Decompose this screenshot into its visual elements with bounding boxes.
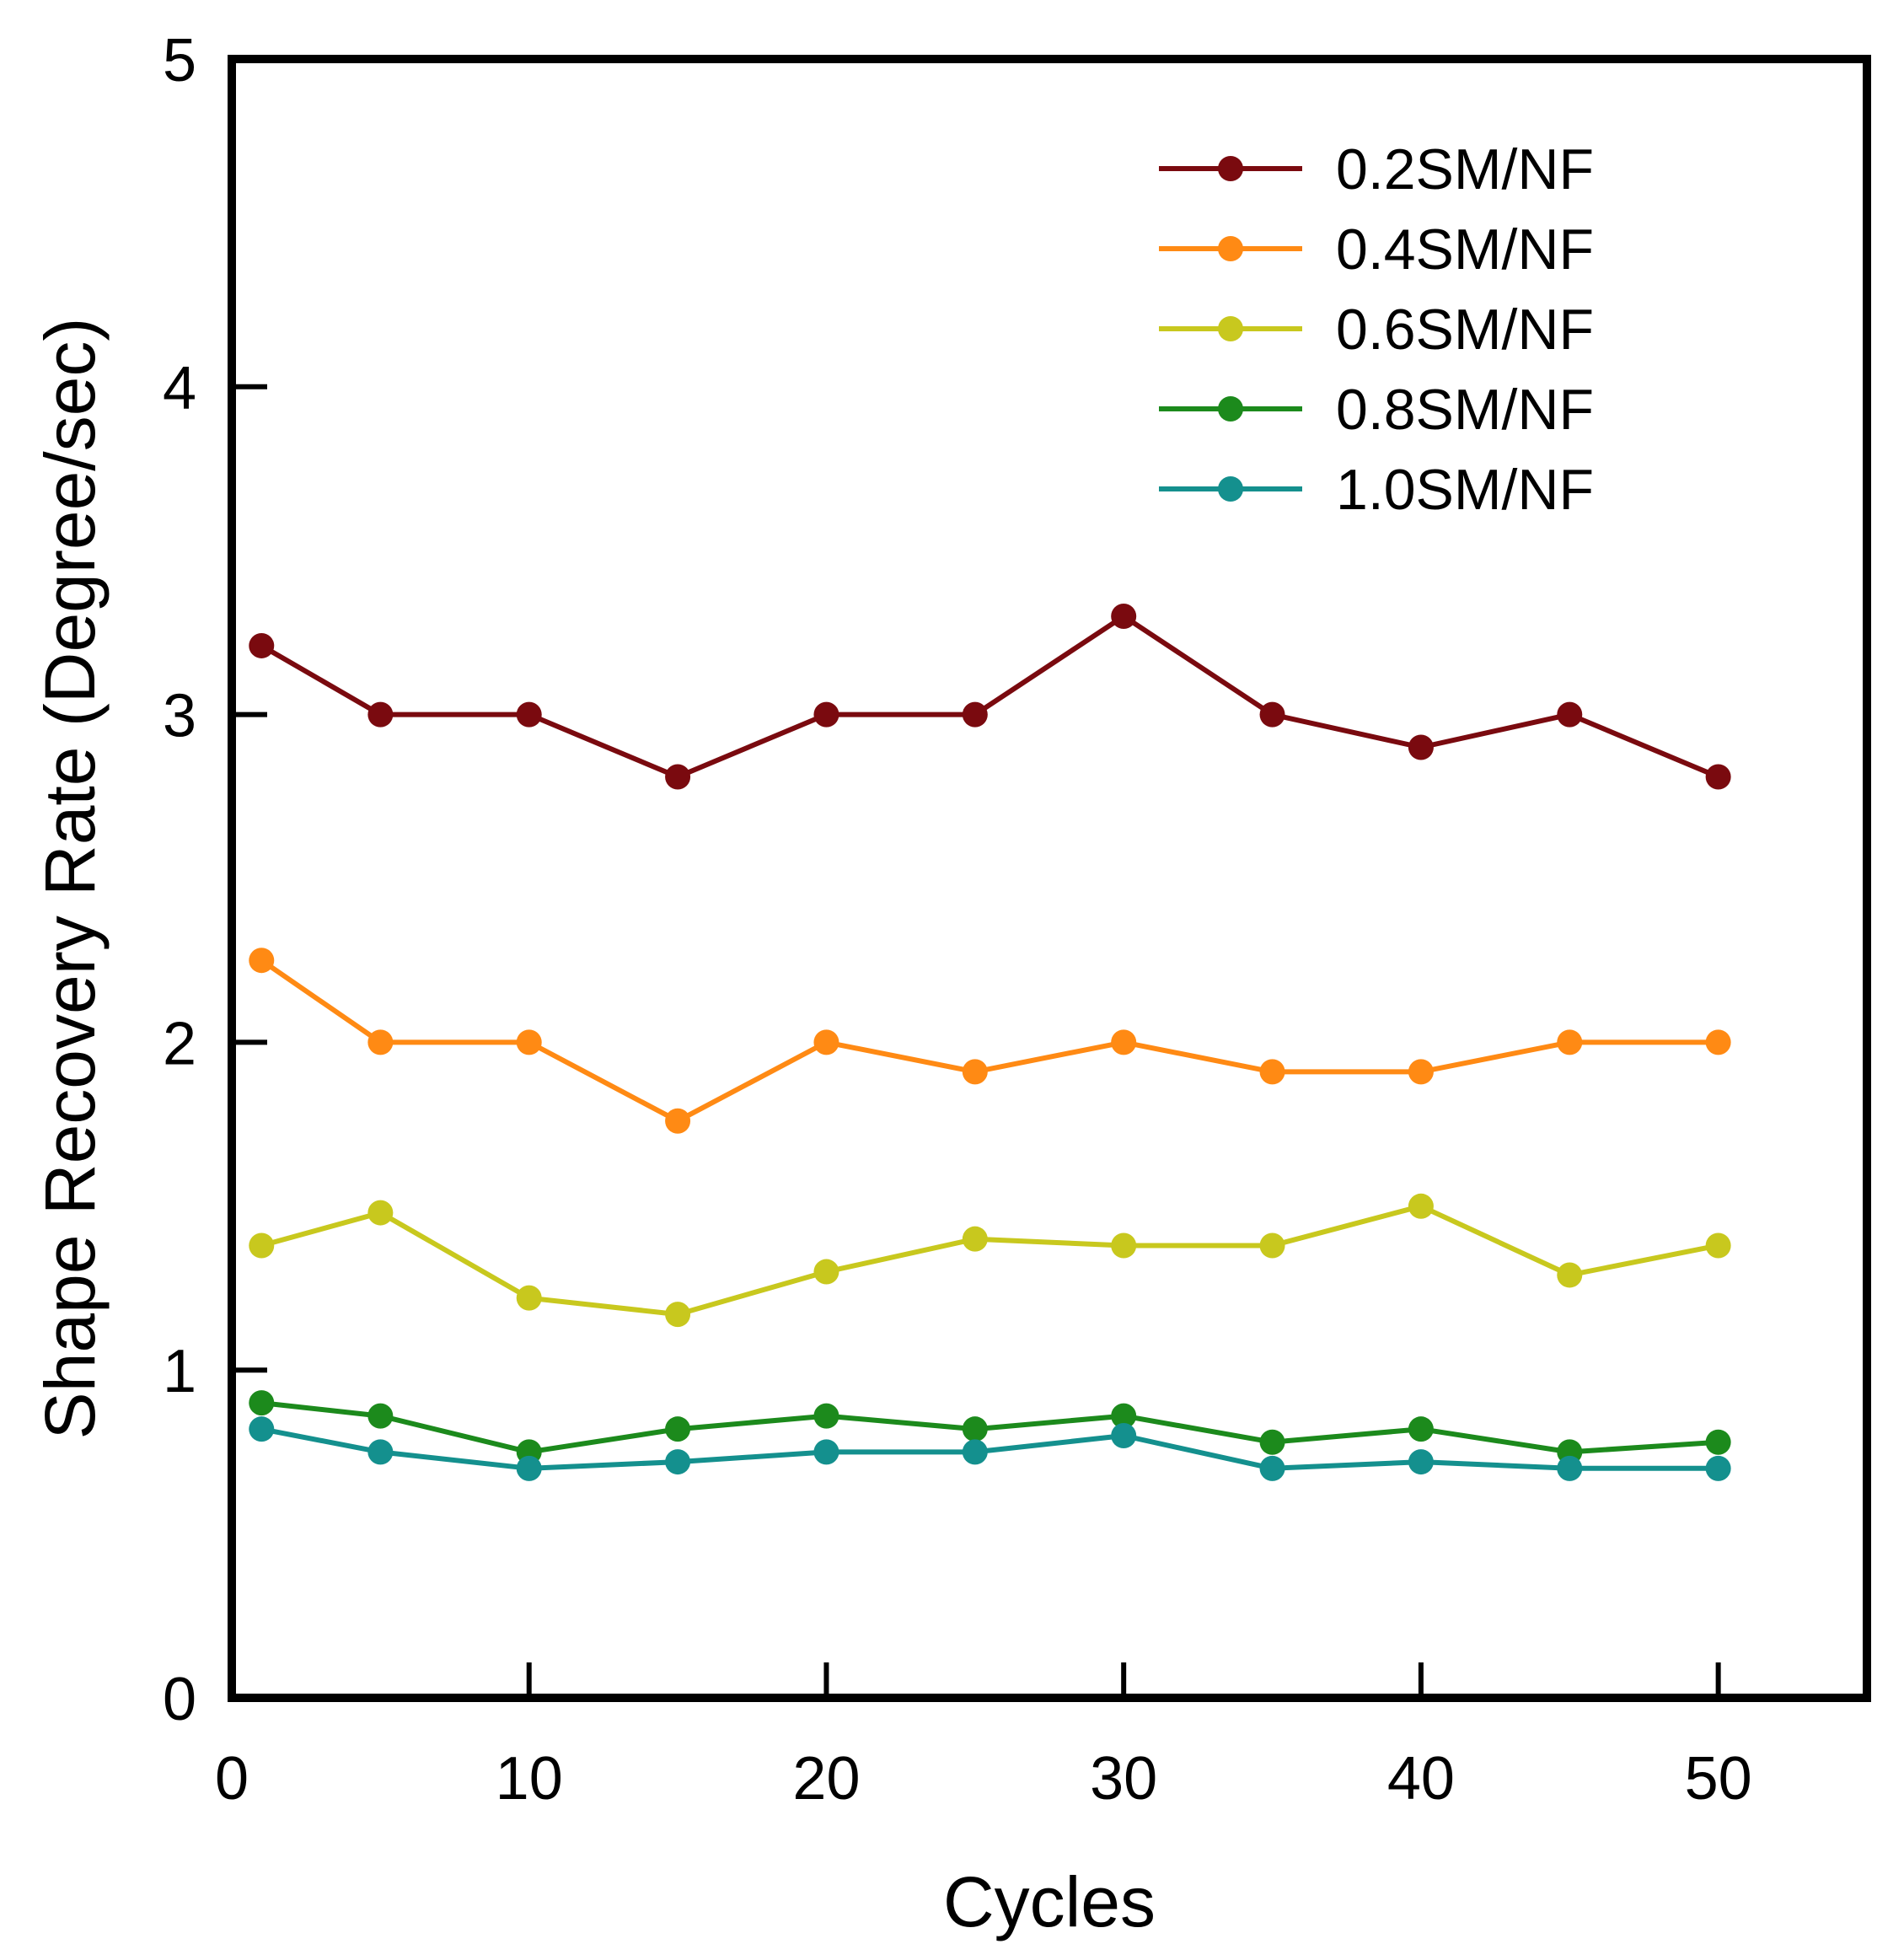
data-point [962,1226,988,1252]
series-layer [249,603,1731,1481]
legend-item: 1.0SM/NF [1159,458,1594,522]
legend-label: 0.2SM/NF [1336,137,1594,201]
x-tick-label: 30 [1090,1745,1157,1812]
x-tick-label: 50 [1685,1745,1752,1812]
legend-swatch-marker [1218,156,1243,181]
data-point [1111,1232,1137,1259]
data-point [516,701,542,728]
series-0.2SM/NF [249,603,1731,790]
data-point [516,1285,542,1311]
x-tick-label: 20 [792,1745,860,1812]
data-point [249,1416,275,1442]
data-point [962,701,988,728]
x-tick-label: 40 [1387,1745,1455,1812]
data-point [249,1232,275,1259]
data-point [1111,1029,1137,1055]
legend-label: 1.0SM/NF [1336,458,1594,522]
data-point [1705,1429,1731,1455]
series-0.4SM/NF [249,948,1731,1134]
y-tick-label: 4 [163,355,196,422]
data-point [1259,701,1285,728]
data-point [665,764,691,790]
x-tick-label: 0 [215,1745,249,1812]
data-point [665,1302,691,1328]
legend-swatch-marker [1218,476,1243,502]
data-point [516,1455,542,1481]
data-point [1111,1422,1137,1448]
data-point [665,1108,691,1134]
x-tick-label: 10 [496,1745,563,1812]
data-point [1408,1059,1434,1085]
legend-swatch-marker [1218,316,1243,341]
data-point [1557,701,1583,728]
data-point [367,701,394,728]
data-point [962,1059,988,1085]
data-point [367,1200,394,1226]
plot-frame [228,55,1871,1702]
y-axis-title: Shape Recovery Rate (Degree/sec) [30,318,110,1440]
data-point [813,1259,839,1285]
data-point [516,1029,542,1055]
legend-swatch-marker [1218,236,1243,261]
data-point [1111,1403,1137,1429]
legend-item: 0.6SM/NF [1159,298,1594,362]
data-point [367,1439,394,1465]
series-1.0SM/NF [249,1416,1731,1481]
data-point [665,1416,691,1442]
data-point [1259,1059,1285,1085]
data-point [665,1449,691,1475]
legend-item: 0.8SM/NF [1159,378,1594,442]
legend-label: 0.6SM/NF [1336,298,1594,362]
data-point [1705,1232,1731,1259]
data-point [1408,734,1434,760]
y-tick-label: 1 [163,1338,196,1405]
data-point [367,1029,394,1055]
legend: 0.2SM/NF 0.4SM/NF 0.6SM/NF 0.8SM/NF 1.0SM/NF [1159,137,1594,522]
data-point [1259,1429,1285,1455]
data-point [1408,1449,1434,1475]
y-tick-label: 3 [163,683,196,750]
series-0.8SM/NF [249,1390,1731,1465]
data-point [249,632,275,658]
legend-item: 0.4SM/NF [1159,217,1594,282]
data-point [1557,1262,1583,1288]
data-point [813,1029,839,1055]
data-point [1557,1455,1583,1481]
series-0.6SM/NF [249,1193,1731,1328]
data-point [962,1439,988,1465]
y-tick-label: 5 [163,27,196,94]
data-point [813,1439,839,1465]
data-point [1259,1232,1285,1259]
data-point [1557,1029,1583,1055]
legend-swatch-marker [1218,396,1243,422]
legend-label: 0.8SM/NF [1336,378,1594,442]
data-point [813,1403,839,1429]
legend-item: 0.2SM/NF [1159,137,1594,201]
data-point [1705,1029,1731,1055]
y-tick-label: 0 [163,1666,196,1733]
data-point [1705,1455,1731,1481]
legend-label: 0.4SM/NF [1336,217,1594,282]
data-point [1408,1416,1434,1442]
data-point [1111,603,1137,629]
x-axis-title: Cycles [943,1862,1156,1941]
data-point [367,1403,394,1429]
data-point [813,701,839,728]
axes-layer: 0 10 20 30 40 50 0 1 2 3 4 5 [163,27,1752,1812]
data-point [249,1390,275,1416]
data-point [962,1416,988,1442]
data-point [1705,764,1731,790]
data-point [1408,1193,1434,1219]
data-point [1259,1455,1285,1481]
y-tick-label: 2 [163,1010,196,1077]
data-point [249,948,275,974]
